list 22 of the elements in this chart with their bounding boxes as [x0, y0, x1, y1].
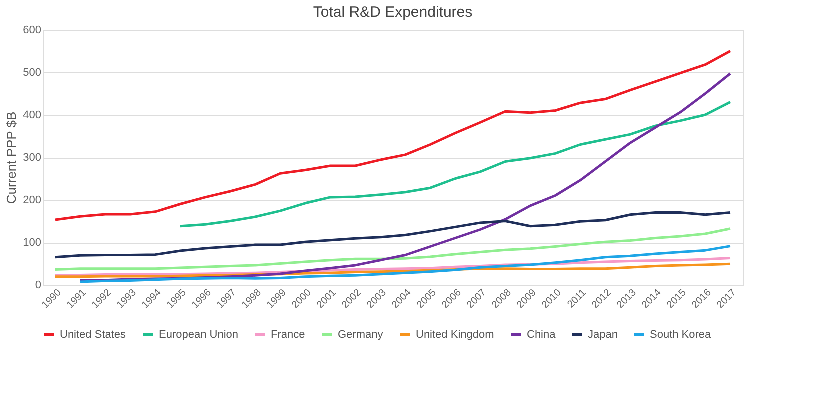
- legend-label: South Korea: [650, 328, 712, 341]
- legend-label: Japan: [588, 328, 618, 341]
- y-axis-title: Current PPP $B: [4, 112, 20, 204]
- chart-title: Total R&D Expenditures: [313, 4, 473, 21]
- line-series: [54, 228, 732, 271]
- legend-label: United States: [60, 328, 127, 341]
- y-tick-label: 0: [35, 280, 42, 292]
- y-tick-label: 300: [23, 152, 42, 164]
- line-series: [79, 245, 732, 284]
- legend-label: European Union: [159, 328, 239, 341]
- y-tick-label: 500: [23, 67, 42, 79]
- line-series: [54, 50, 732, 222]
- line-series: [179, 101, 732, 228]
- legend-label: China: [527, 328, 557, 341]
- y-tick-label: 100: [23, 237, 42, 249]
- line-series: [54, 212, 732, 259]
- y-tick-label: 600: [23, 24, 42, 36]
- legend-label: Germany: [338, 328, 384, 341]
- legend-label: United Kingdom: [416, 328, 494, 341]
- y-tick-label: 400: [23, 110, 42, 122]
- y-tick-label: 200: [23, 194, 42, 206]
- legend-label: France: [271, 328, 306, 341]
